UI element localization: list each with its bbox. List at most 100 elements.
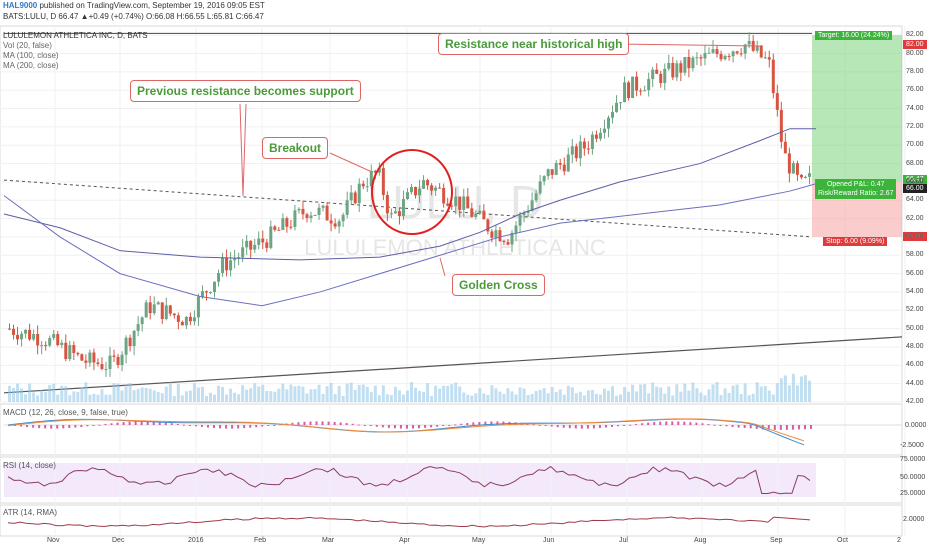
volume-bar: [530, 393, 534, 402]
macd-histogram-bar: [496, 421, 499, 425]
volume-bar: [490, 385, 494, 402]
volume-bar: [494, 388, 498, 402]
macd-histogram-bar: [315, 421, 318, 425]
volume-bar: [735, 384, 739, 402]
candle-body: [32, 334, 36, 340]
macd-histogram-bar: [68, 425, 71, 429]
candle-body: [606, 117, 610, 129]
volume-bar: [703, 395, 707, 402]
annotation-golden-cross[interactable]: Golden Cross: [452, 274, 545, 296]
candle-body: [289, 226, 293, 228]
volume-bar: [176, 383, 180, 402]
volume-bar: [204, 395, 208, 402]
candle-body: [345, 200, 349, 215]
volume-bar: [450, 384, 454, 402]
candle-body: [691, 57, 695, 69]
volume-bar: [60, 385, 64, 402]
candle-body: [410, 187, 413, 193]
candle-body: [679, 63, 683, 73]
candle-body: [598, 132, 602, 139]
volume-bar: [377, 395, 381, 402]
candle-body: [486, 219, 490, 232]
annotation-previous-resistance[interactable]: Previous resistance becomes support: [130, 80, 361, 102]
candle-body: [333, 223, 337, 227]
macd-histogram-bar: [532, 424, 535, 426]
volume-bar: [446, 385, 450, 402]
candle-body: [498, 230, 502, 242]
volume-bar: [349, 382, 353, 402]
candle-body: [502, 241, 506, 243]
candle-body: [631, 76, 635, 98]
annotation-resistance-high[interactable]: Resistance near historical high: [438, 33, 630, 55]
volume-bar: [562, 394, 566, 402]
volume-bar: [486, 394, 490, 402]
macd-histogram-bar: [231, 425, 234, 429]
atr-label: ATR (14, RMA): [3, 508, 58, 517]
macd-histogram-bar: [170, 423, 173, 425]
volume-bar: [474, 393, 478, 402]
macd-histogram-bar: [134, 421, 137, 425]
candle-body: [715, 49, 719, 55]
candle-body: [510, 232, 514, 245]
candle-body: [261, 238, 265, 243]
candle-body: [8, 328, 11, 330]
macd-histogram-bar: [152, 421, 155, 425]
macd-histogram-bar: [586, 425, 589, 429]
candle-body: [385, 194, 389, 214]
candle-body: [703, 53, 707, 59]
candle-body: [24, 329, 28, 334]
legend-ma100: MA (100, close): [3, 51, 59, 60]
candle-body: [52, 334, 56, 339]
date-axis-tick: Apr: [399, 537, 410, 544]
annotation-breakout[interactable]: Breakout: [262, 137, 329, 159]
volume-bar: [120, 390, 124, 402]
candle-body: [663, 68, 667, 84]
candle-body: [558, 163, 562, 165]
candle-body: [176, 315, 180, 322]
candle-body: [68, 345, 72, 360]
volume-bar: [803, 375, 807, 402]
price-axis-tick: 62.00: [906, 214, 924, 222]
candle-body: [257, 238, 261, 245]
candle-body: [164, 305, 168, 320]
macd-histogram-bar: [580, 425, 583, 429]
macd-histogram-bar: [562, 425, 565, 428]
candle-body: [755, 45, 759, 51]
volume-bar: [285, 389, 289, 402]
candle-body: [253, 244, 257, 250]
volume-bar: [731, 385, 735, 402]
candle-body: [140, 317, 144, 325]
candle-body: [148, 302, 152, 314]
macd-histogram-bar: [544, 425, 547, 426]
candle-body: [514, 225, 518, 233]
rsi-line: [7, 465, 811, 495]
volume-bar: [245, 389, 249, 402]
volume-bar: [623, 387, 627, 402]
volume-bar: [779, 378, 783, 402]
volume-bar: [631, 384, 635, 402]
macd-histogram-bar: [611, 425, 613, 427]
candle-body: [393, 211, 397, 214]
macd-histogram-bar: [381, 425, 384, 428]
volume-bar: [747, 395, 751, 402]
author-name[interactable]: HAL9000: [3, 1, 38, 10]
macd-histogram-bar: [128, 421, 131, 425]
volume-bar: [12, 387, 16, 402]
volume-bar: [249, 388, 253, 402]
candle-body: [361, 183, 365, 187]
macd-histogram-bar: [791, 425, 794, 430]
macd-histogram-bar: [574, 425, 577, 429]
volume-bar: [140, 387, 144, 402]
volume-bar: [787, 385, 791, 402]
volume-bar: [687, 390, 691, 402]
volume-bar: [313, 389, 317, 402]
price-axis-tick: 66.00: [906, 177, 924, 185]
candle-body: [494, 230, 498, 238]
volume-bar: [32, 392, 36, 402]
volume-bar: [393, 386, 397, 402]
date-axis-tick: 2016: [188, 537, 204, 544]
macd-histogram-bar: [629, 424, 632, 426]
candle-body: [28, 329, 32, 340]
candle-body: [727, 55, 731, 57]
